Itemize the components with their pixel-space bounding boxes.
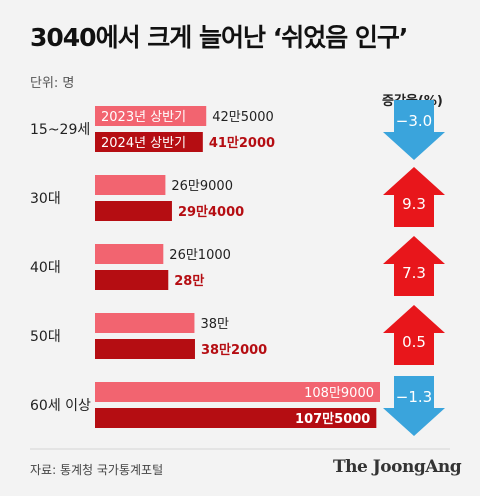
bar-2024 [95, 408, 377, 428]
chart-title: 3040에서 크게 늘어난 ‘쉬었음 인구’ [30, 23, 408, 52]
bar-2023 [95, 106, 207, 126]
change-label: 7.3 [402, 264, 426, 282]
category-label: 40대 [30, 260, 61, 276]
arrow-up-icon [383, 305, 445, 365]
bar-2023 [95, 244, 164, 264]
data-label-2023: 26만1000 [169, 248, 231, 263]
change-label: 0.5 [402, 333, 426, 351]
data-label-2024: 38만2000 [201, 342, 267, 358]
source-note: 자료: 통계청 국가통계포털 [30, 463, 164, 477]
arrow-up-icon [383, 236, 445, 296]
bar-2023 [95, 382, 380, 402]
bar-2024 [95, 270, 169, 290]
data-label-2023: 42만5000 [212, 110, 274, 125]
category-label: 30대 [30, 191, 61, 207]
bar-2023 [95, 175, 166, 195]
series-name-2023: 2023년 상반기 [101, 110, 186, 125]
bar-2024 [95, 132, 203, 152]
bar-2024 [95, 339, 195, 359]
series-name-2024: 2024년 상반기 [101, 136, 186, 151]
data-label-2023: 108만9000 [304, 386, 374, 401]
bar-2024 [95, 201, 172, 221]
data-label-2024: 41만2000 [209, 135, 275, 151]
data-label-2023: 26만9000 [171, 179, 233, 194]
arrow-down-icon [383, 376, 445, 436]
bar-2023 [95, 313, 195, 333]
change-label: −3.0 [396, 112, 432, 130]
arrow-down-icon [383, 100, 445, 160]
category-label: 50대 [30, 329, 61, 345]
category-label: 15~29세 [30, 122, 90, 138]
unit-label: 단위: 명 [30, 76, 75, 91]
data-label-2023: 38만 [200, 317, 229, 332]
change-label: −1.3 [396, 388, 432, 406]
category-label: 60세 이상 [30, 398, 91, 414]
change-label: 9.3 [402, 195, 426, 213]
data-label-2024: 29만4000 [178, 204, 244, 220]
data-label-2024: 107만5000 [295, 411, 370, 427]
brand-logo: The JoongAng [333, 457, 462, 477]
arrow-up-icon [383, 167, 445, 227]
data-label-2024: 28만 [174, 273, 204, 289]
